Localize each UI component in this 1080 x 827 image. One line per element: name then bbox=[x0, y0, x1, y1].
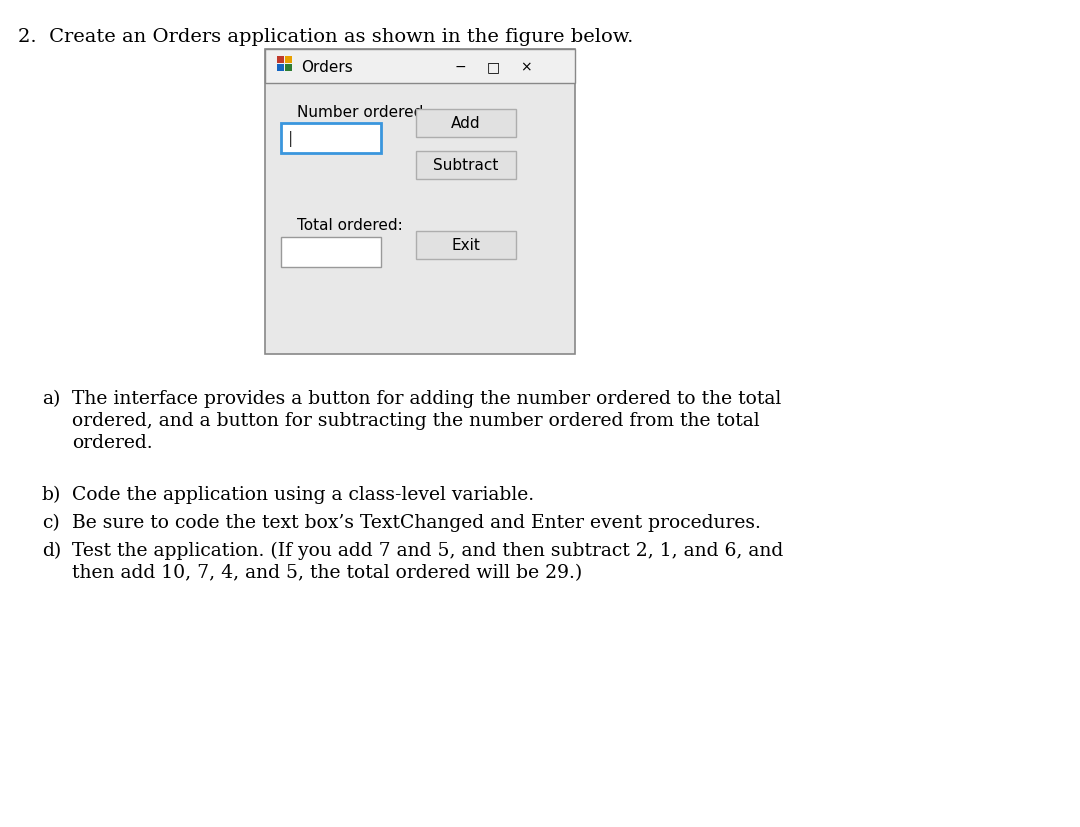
FancyBboxPatch shape bbox=[285, 57, 292, 64]
FancyBboxPatch shape bbox=[416, 152, 516, 179]
Text: Code the application using a class-level variable.: Code the application using a class-level… bbox=[72, 485, 535, 504]
Text: 2.  Create an Orders application as shown in the figure below.: 2. Create an Orders application as shown… bbox=[18, 28, 633, 46]
Text: Subtract: Subtract bbox=[433, 158, 499, 174]
Text: The interface provides a button for adding the number ordered to the total: The interface provides a button for addi… bbox=[72, 390, 781, 408]
FancyBboxPatch shape bbox=[281, 124, 381, 154]
FancyBboxPatch shape bbox=[276, 65, 284, 72]
Text: a): a) bbox=[42, 390, 60, 408]
FancyBboxPatch shape bbox=[281, 237, 381, 268]
Text: Total ordered:: Total ordered: bbox=[297, 218, 403, 232]
Text: −: − bbox=[455, 60, 465, 74]
Text: b): b) bbox=[42, 485, 62, 504]
Text: ordered, and a button for subtracting the number ordered from the total: ordered, and a button for subtracting th… bbox=[72, 412, 759, 429]
Text: then add 10, 7, 4, and 5, the total ordered will be 29.): then add 10, 7, 4, and 5, the total orde… bbox=[72, 563, 582, 581]
Text: |: | bbox=[286, 131, 295, 147]
Text: Orders: Orders bbox=[301, 60, 353, 74]
FancyBboxPatch shape bbox=[265, 50, 575, 355]
Text: Test the application. (If you add 7 and 5, and then subtract 2, 1, and 6, and: Test the application. (If you add 7 and … bbox=[72, 542, 783, 560]
Text: Add: Add bbox=[451, 117, 481, 131]
Text: Exit: Exit bbox=[451, 238, 481, 253]
FancyBboxPatch shape bbox=[265, 50, 575, 84]
FancyBboxPatch shape bbox=[416, 110, 516, 138]
Text: Be sure to code the text box’s TextChanged and Enter event procedures.: Be sure to code the text box’s TextChang… bbox=[72, 514, 761, 532]
FancyBboxPatch shape bbox=[416, 232, 516, 260]
Text: c): c) bbox=[42, 514, 59, 532]
Text: Number ordered:: Number ordered: bbox=[297, 105, 429, 120]
Text: □: □ bbox=[486, 60, 500, 74]
FancyBboxPatch shape bbox=[285, 65, 292, 72]
Text: ×: × bbox=[521, 60, 531, 74]
Text: ordered.: ordered. bbox=[72, 433, 152, 452]
Text: d): d) bbox=[42, 542, 62, 559]
FancyBboxPatch shape bbox=[276, 57, 284, 64]
